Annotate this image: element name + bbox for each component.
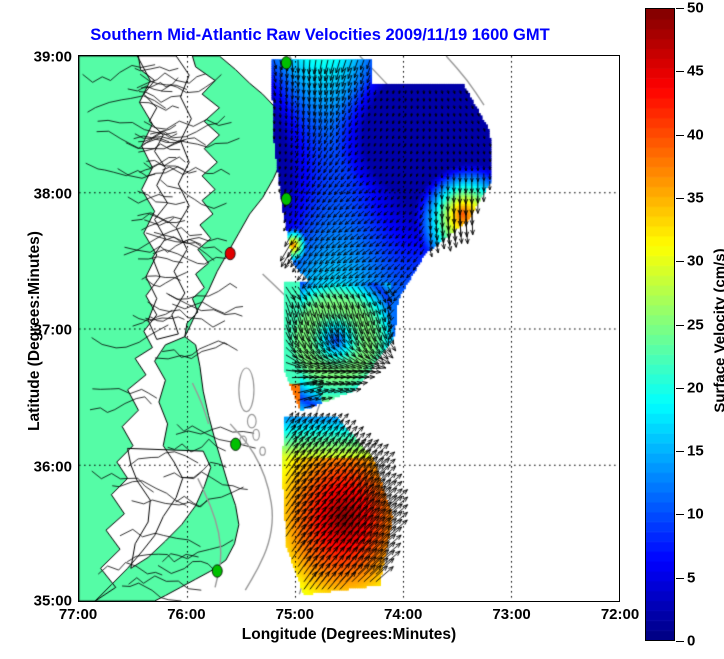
colorbar-tick-label: 25	[687, 316, 704, 333]
colorbar-tick-label: 40	[687, 126, 704, 144]
colorbar-tick-label: 50	[687, 0, 704, 17]
colorbar-tick	[676, 261, 684, 263]
xtick-label: 72:00	[600, 606, 640, 623]
colorbar-tick-label: 5	[687, 569, 696, 587]
colorbar-tick-label: 20	[687, 379, 704, 397]
ytick-label: 36:00	[33, 458, 72, 475]
colorbar-tick-label: 30	[687, 252, 704, 270]
colorbar-tick	[676, 134, 684, 136]
colorbar-tick-label: 15	[687, 442, 704, 460]
xtick-label: 75:00	[275, 606, 314, 623]
colorbar-tick	[676, 451, 684, 453]
ytick-label: 35:00	[33, 592, 72, 610]
colorbar-tick-label: 35	[687, 189, 704, 207]
colorbar-tick-label: 10	[687, 505, 704, 523]
colorbar-tick-label: 45	[687, 62, 704, 80]
y-axis-label: Latitude (Degrees:Minutes)	[26, 231, 43, 431]
colorbar-tick	[676, 514, 684, 516]
colorbar-tick	[676, 197, 684, 199]
map-plot-area[interactable]	[78, 55, 620, 602]
colorbar-tick	[676, 387, 684, 389]
colorbar-title: Surface Velocity (cm/s)	[711, 248, 724, 413]
xtick-label: 77:00	[58, 606, 98, 623]
colorbar-tick	[676, 324, 684, 326]
colorbar[interactable]	[645, 8, 675, 641]
colorbar-tick	[676, 641, 684, 642]
colorbar-tick	[676, 8, 684, 9]
ytick-label: 39:00	[33, 48, 72, 66]
ytick-label: 37:00	[33, 321, 72, 339]
xtick-label: 73:00	[492, 606, 531, 623]
xtick-label: 74:00	[384, 606, 423, 623]
colorbar-tick-label: 0	[687, 632, 696, 650]
surface-velocity-map[interactable]	[79, 56, 619, 601]
xtick-label: 76:00	[167, 606, 206, 623]
colorbar-tick	[676, 71, 684, 73]
colorbar-tick	[676, 577, 684, 579]
ytick-label: 38:00	[33, 185, 72, 202]
x-axis-label: Longitude (Degrees:Minutes)	[241, 626, 457, 643]
chart-title: Southern Mid-Atlantic Raw Velocities 200…	[90, 26, 550, 44]
